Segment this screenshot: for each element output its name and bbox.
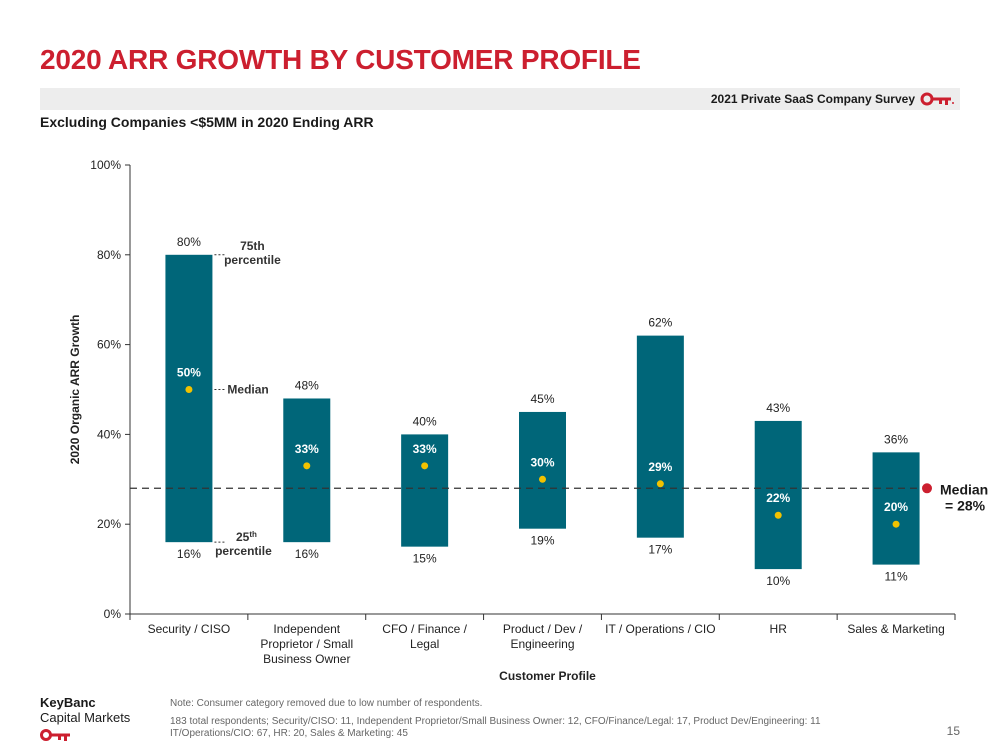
p25-annotation-number: 25 <box>236 530 250 544</box>
page-number: 15 <box>946 724 960 738</box>
brand-block: KeyBanc Capital Markets <box>40 696 130 747</box>
note-respondents: 183 total respondents; Security/CISO: 11… <box>170 716 821 727</box>
median-annotation: Median <box>227 383 268 397</box>
p75-label: 40% <box>413 414 437 428</box>
page-title: 2020 ARR GROWTH BY CUSTOMER PROFILE <box>40 44 641 75</box>
median-dot <box>774 511 782 519</box>
brand-key-icon <box>40 729 70 741</box>
category-label: Engineering <box>510 637 574 651</box>
p25-annotation-word: percentile <box>215 544 272 558</box>
p25-annotation-suffix: th <box>249 530 257 539</box>
category-label: CFO / Finance / <box>382 622 467 636</box>
median-dot <box>303 462 311 470</box>
median-dot <box>539 475 546 483</box>
median-dot <box>185 386 193 393</box>
p25-annotation: 25th <box>236 530 257 544</box>
y-axis-title: 2020 Organic ARR Growth <box>68 315 82 465</box>
median-label: 33% <box>413 442 437 456</box>
range-bar <box>872 452 920 565</box>
p25-label: 19% <box>530 534 554 548</box>
range-bar <box>401 434 449 547</box>
p25-label: 10% <box>766 574 790 588</box>
arr-growth-chart: 0% 20% 40% 60% 80% 100% 2020 Organic ARR Growt… <box>68 158 988 683</box>
category-label: Sales & Marketing <box>847 622 944 636</box>
category-label: Security / CISO <box>148 622 231 636</box>
range-bar <box>636 335 684 538</box>
category-label: IT / Operations / CIO <box>605 622 715 636</box>
category-label: Business Owner <box>263 652 350 666</box>
p75-annotation-word: percentile <box>224 253 281 267</box>
overall-median-label: Median <box>940 481 988 497</box>
median-label: 50% <box>177 366 201 380</box>
category-label: Proprietor / Small <box>260 637 353 651</box>
brand-subtitle: Capital Markets <box>40 710 131 725</box>
median-dot <box>656 480 664 488</box>
category-label: HR <box>770 622 788 636</box>
y-tick-label: 100% <box>90 158 121 172</box>
p75-label: 48% <box>295 378 319 392</box>
median-label: 33% <box>295 442 319 456</box>
key-logo-icon <box>920 92 954 106</box>
y-tick-label: 40% <box>97 427 121 441</box>
median-dot <box>892 520 900 528</box>
category-label: Independent <box>273 622 340 636</box>
p25-label: 17% <box>648 543 672 557</box>
median-label: 22% <box>766 491 790 505</box>
median-label: 30% <box>530 455 554 469</box>
range-bar <box>519 411 566 529</box>
note-consumer: Note: Consumer category removed due to l… <box>170 698 483 709</box>
category-label: Legal <box>410 637 439 651</box>
range-bar <box>754 420 802 570</box>
y-tick-label: 0% <box>104 607 122 621</box>
p75-label: 43% <box>766 401 790 415</box>
x-axis-title: Customer Profile <box>499 669 596 683</box>
median-label: 29% <box>648 460 672 474</box>
p75-annotation: 75th <box>240 239 265 253</box>
survey-banner: 2021 Private SaaS Company Survey <box>40 88 960 110</box>
category-label: Product / Dev / <box>503 622 583 636</box>
median-label: 20% <box>884 500 908 514</box>
p25-label: 16% <box>177 547 201 561</box>
y-tick-label: 80% <box>97 248 121 262</box>
y-tick-label: 60% <box>97 338 121 352</box>
p75-label: 80% <box>177 235 201 249</box>
chart-subtitle: Excluding Companies <$5MM in 2020 Ending… <box>40 114 374 130</box>
note-respondents-cont: IT/Operations/CIO: 67, HR: 20, Sales & M… <box>170 728 408 739</box>
y-tick-label: 20% <box>97 517 121 531</box>
overall-median-value: = 28% <box>945 497 986 513</box>
p25-label: 15% <box>413 552 437 566</box>
p75-label: 62% <box>648 316 672 330</box>
p75-label: 45% <box>530 392 554 406</box>
brand-name: KeyBanc <box>40 695 96 710</box>
range-bar <box>283 398 331 543</box>
p75-label: 36% <box>884 432 908 446</box>
overall-median-dot <box>922 483 932 494</box>
survey-label: 2021 Private SaaS Company Survey <box>710 92 915 106</box>
p25-label: 11% <box>885 570 908 584</box>
p25-label: 16% <box>295 547 319 561</box>
range-bar <box>165 254 213 543</box>
median-dot <box>421 462 429 470</box>
footnotes: Note: Consumer category removed due to l… <box>170 698 930 740</box>
